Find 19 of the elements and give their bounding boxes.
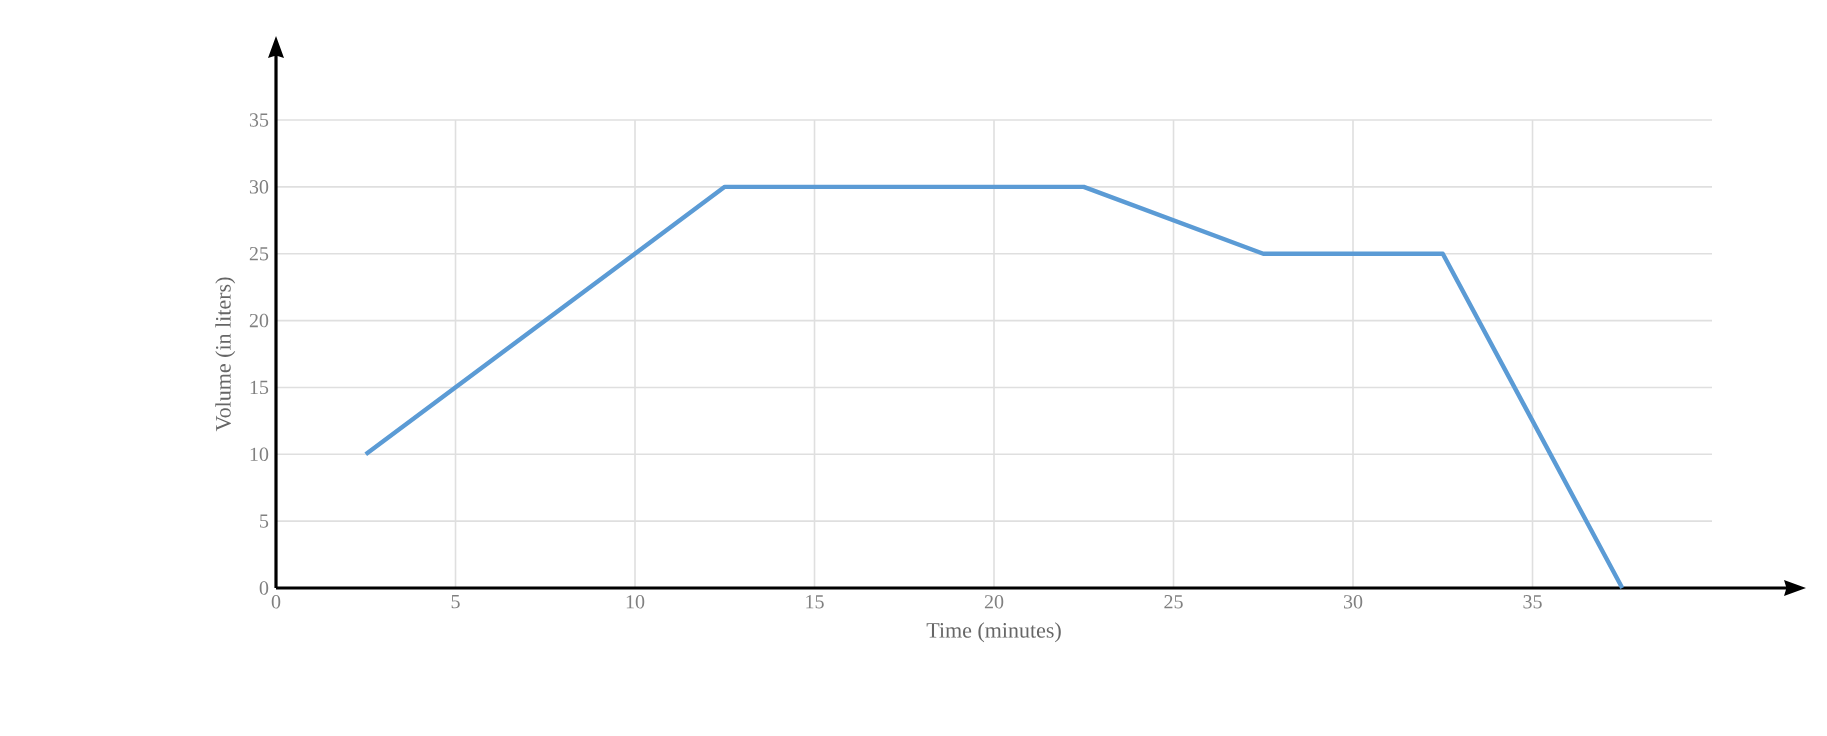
x-axis-title: Time (minutes)	[926, 622, 1061, 643]
y-tick-label: 0	[259, 581, 269, 595]
x-tick-label: 30	[1343, 595, 1363, 609]
y-tick-label: 15	[250, 380, 269, 395]
y-tick-label: 5	[260, 514, 269, 528]
x-tick-label: 15	[806, 595, 824, 609]
x-tick-label: 5	[451, 595, 460, 609]
y-axis-title: Volume (in liters)	[215, 277, 236, 432]
line-series	[363, 184, 1625, 591]
x-tick-label: 0	[271, 595, 281, 609]
y-tick-label: 25	[249, 247, 269, 261]
x-tick-label: 25	[1164, 595, 1183, 609]
x-tick-label: 20	[984, 595, 1004, 609]
y-tick-label: 20	[249, 313, 269, 328]
y-tick-label: 10	[250, 447, 269, 462]
y-tick-label: 35	[249, 113, 269, 127]
x-tick-label: 10	[626, 595, 645, 609]
y-tick-label: 30	[249, 180, 269, 194]
x-tick-label: 35	[1523, 595, 1542, 609]
